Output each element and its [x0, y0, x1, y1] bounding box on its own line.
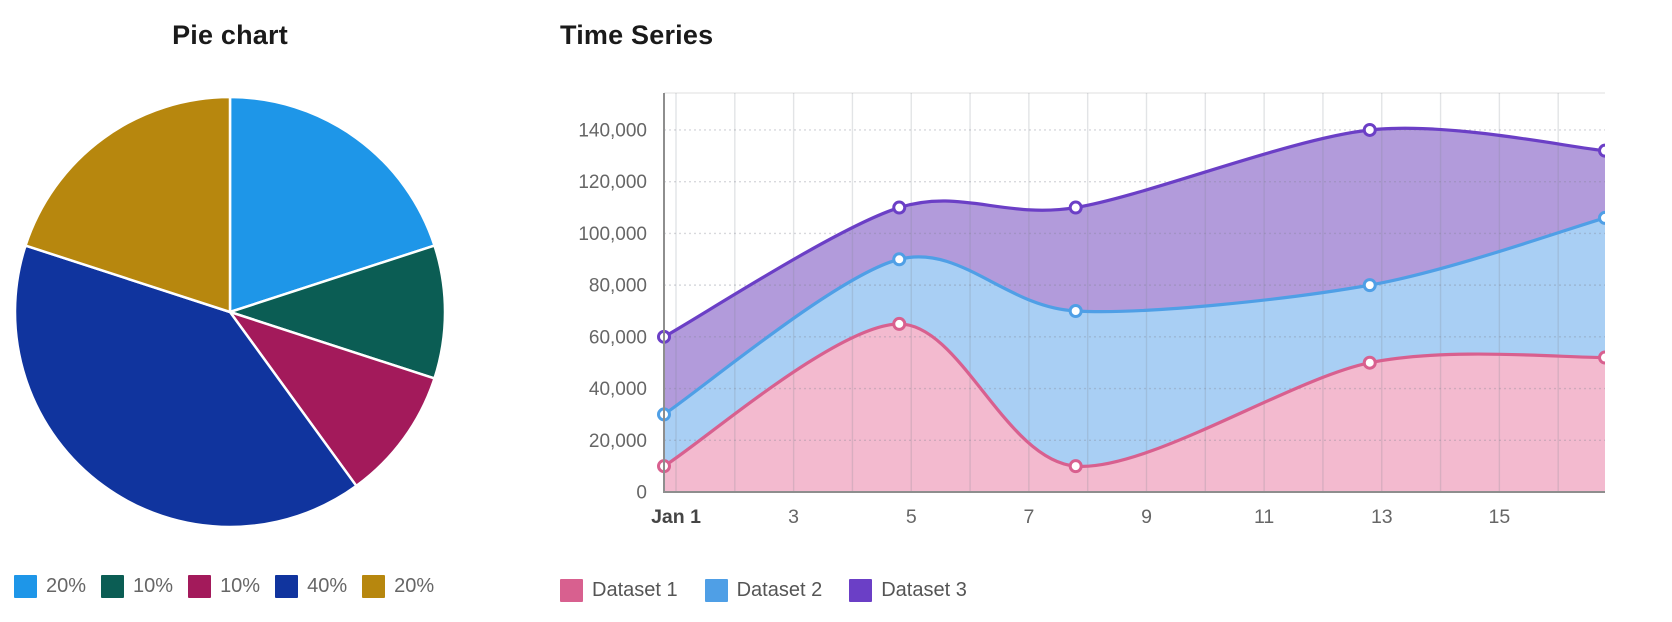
pie-slice-20%[interactable] [24, 95, 232, 314]
time-series-title: Time Series [560, 20, 714, 50]
ts-legend-item-dataset-3[interactable]: Dataset 3 [849, 579, 967, 602]
data-point-dataset-3[interactable] [1598, 143, 1611, 158]
ts-legend-swatch [704, 579, 728, 602]
y-tick-label: 60,000 [589, 327, 647, 348]
ts-legend-label: Dataset 1 [592, 579, 678, 601]
data-point-dataset-2[interactable] [892, 252, 907, 267]
pie-slice-40%[interactable] [13, 244, 358, 529]
y-tick-label: 100,000 [578, 224, 647, 245]
ts-legend-item-dataset-1[interactable]: Dataset 1 [560, 579, 678, 602]
ts-legend-label: Dataset 2 [736, 579, 823, 601]
pie-legend-item[interactable]: 40% [275, 575, 347, 598]
data-point-dataset-1[interactable] [1598, 350, 1611, 365]
plot-area [657, 92, 1611, 493]
pie-legend-item[interactable]: 20% [14, 575, 86, 598]
x-tick-label: 5 [906, 506, 917, 528]
data-point-dataset-3[interactable] [1362, 122, 1377, 137]
pie-legend-label: 20% [46, 575, 87, 597]
pie-slice-20%[interactable] [228, 95, 436, 314]
ts-legend-swatch [560, 579, 583, 602]
pie-chart[interactable] [0, 60, 460, 540]
pie-legend-label: 40% [307, 575, 348, 597]
pie-chart-title: Pie chart [172, 20, 288, 50]
data-point-dataset-3[interactable] [892, 200, 907, 215]
x-tick-label: 15 [1489, 506, 1511, 528]
data-point-dataset-2[interactable] [1598, 210, 1611, 225]
gridlines [664, 92, 1605, 492]
pie-legend-label: 20% [394, 575, 435, 597]
ts-legend-item-dataset-2[interactable]: Dataset 2 [704, 579, 823, 602]
x-tick-label: 7 [1023, 506, 1034, 528]
data-point-dataset-3[interactable] [1068, 200, 1083, 215]
y-tick-label: 20,000 [589, 431, 647, 452]
pie-legend-swatch [14, 575, 37, 598]
pie-legend-item[interactable]: 10% [188, 575, 260, 598]
data-point-dataset-1[interactable] [892, 316, 907, 331]
y-tick-label: 80,000 [589, 276, 647, 297]
data-point-dataset-2[interactable] [1362, 278, 1377, 293]
data-point-dataset-2[interactable] [1068, 303, 1083, 318]
ts-legend-swatch [849, 579, 873, 602]
pie-legend-swatch [101, 575, 125, 598]
data-point-dataset-1[interactable] [1362, 355, 1377, 370]
x-tick-label: 3 [788, 506, 799, 528]
y-tick-label: 0 [636, 483, 647, 504]
pie-legend-label: 10% [220, 575, 261, 597]
pie-legend-swatch [275, 575, 299, 598]
time-series-legend: Dataset 1 Dataset 2 Dataset 3 [560, 579, 967, 602]
time-series-chart[interactable]: 0 20,000 40,000 60,000 80,000 100,000 120,000 1… [500, 0, 1672, 545]
pie-legend-swatch [188, 575, 212, 598]
pie-legend-item[interactable]: 20% [362, 575, 434, 598]
ts-legend-label: Dataset 3 [881, 579, 967, 601]
x-tick-label: Jan 1 [651, 506, 701, 528]
pie-legend-label: 10% [133, 575, 174, 597]
y-tick-label: 40,000 [589, 379, 647, 400]
data-point-dataset-1[interactable] [1068, 459, 1083, 474]
pie-legend: 20% 10% 10% 40% 20% [14, 575, 434, 598]
pie-slice-10%[interactable] [228, 310, 436, 488]
pie-slice-10%[interactable] [228, 244, 447, 380]
x-tick-label: 11 [1254, 506, 1274, 528]
x-tick-label: 13 [1371, 506, 1393, 528]
x-tick-label: 9 [1141, 506, 1152, 528]
pie-legend-item[interactable]: 10% [101, 575, 173, 598]
y-tick-label: 120,000 [578, 172, 647, 193]
y-tick-label: 140,000 [578, 121, 647, 142]
pie-legend-swatch [362, 575, 386, 598]
